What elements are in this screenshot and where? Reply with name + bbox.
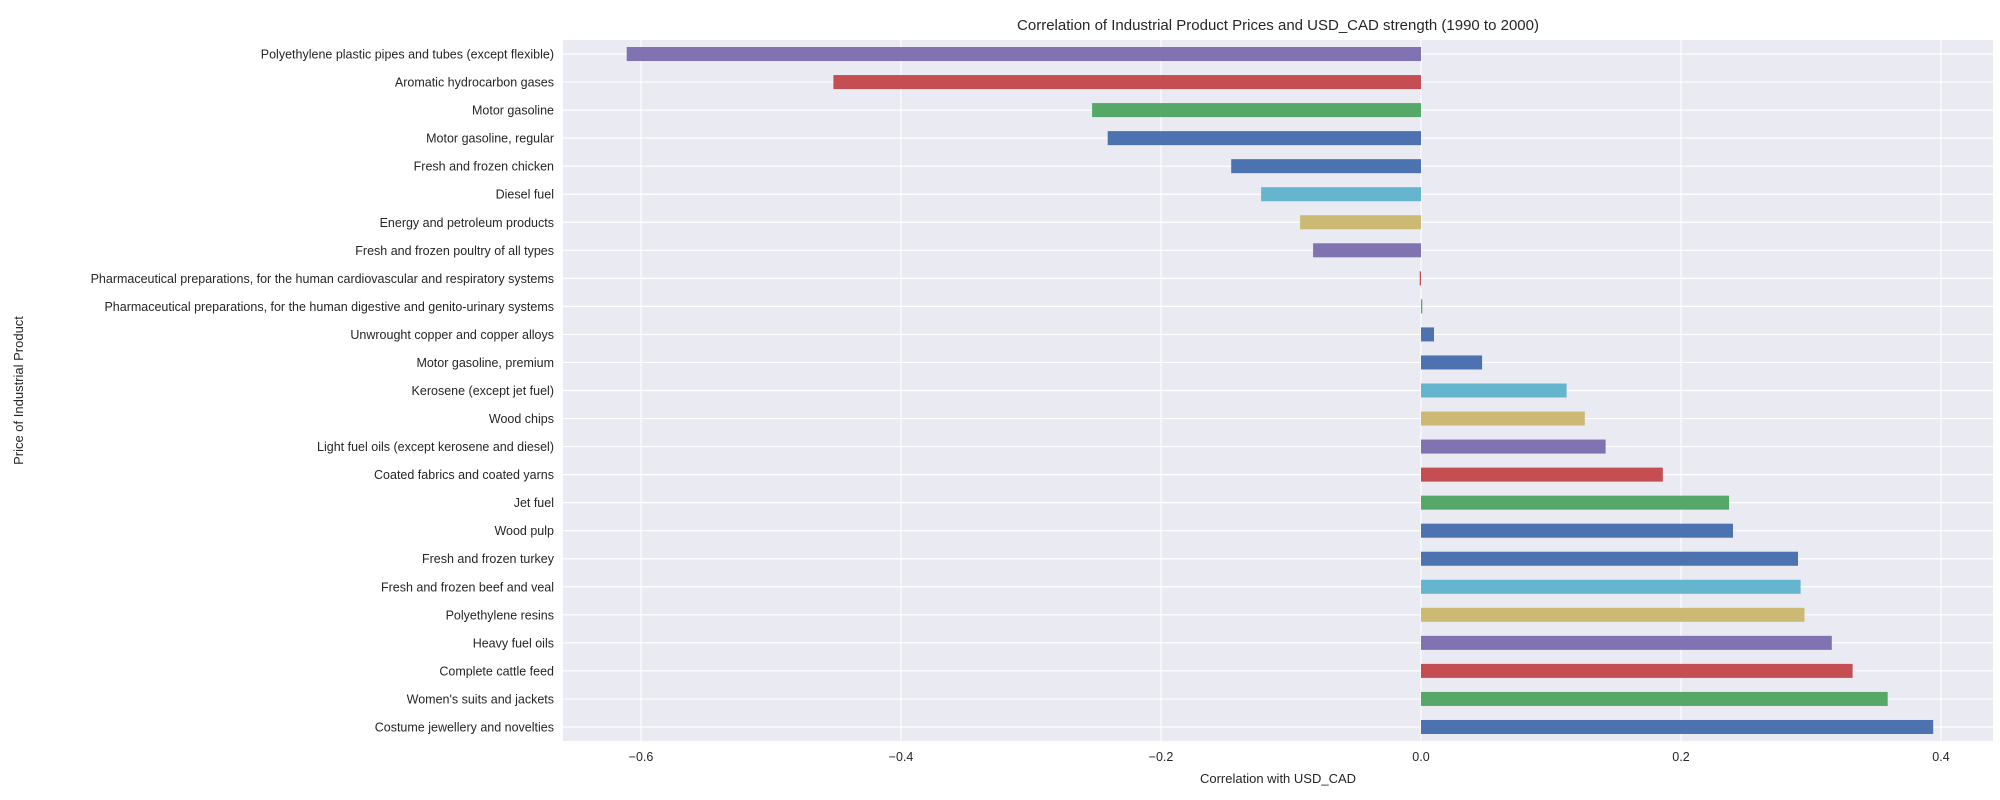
bar [1421, 467, 1663, 482]
y-tick-label: Polyethylene resins [446, 608, 554, 622]
bar [1421, 719, 1934, 734]
y-tick-label: Wood pulp [494, 524, 554, 538]
bar [1261, 187, 1421, 202]
y-tick-label: Jet fuel [514, 496, 554, 510]
y-tick-label: Kerosene (except jet fuel) [412, 384, 554, 398]
bar [1421, 607, 1805, 622]
bar [626, 47, 1421, 62]
y-axis-label: Price of Industrial Product [11, 316, 26, 465]
x-tick-label: −0.6 [629, 750, 654, 764]
bar [1421, 691, 1888, 706]
y-tick-label: Energy and petroleum products [380, 216, 554, 230]
y-tick-label: Fresh and frozen beef and veal [381, 580, 554, 594]
bar [1421, 355, 1483, 370]
y-tick-label: Unwrought copper and copper alloys [350, 328, 554, 342]
y-tick-label: Fresh and frozen poultry of all types [355, 244, 554, 258]
y-tick-label: Motor gasoline, regular [426, 132, 554, 146]
x-tick-label: 0.4 [1932, 750, 1949, 764]
y-tick-labels: Polyethylene plastic pipes and tubes (ex… [91, 48, 555, 735]
bar [1421, 523, 1733, 538]
bar [833, 75, 1421, 90]
bar [1421, 663, 1853, 678]
y-tick-label: Wood chips [489, 412, 554, 426]
bar [1421, 411, 1585, 426]
x-tick-label: −0.2 [1149, 750, 1174, 764]
x-tick-label: −0.4 [889, 750, 914, 764]
bar [1421, 299, 1423, 314]
y-tick-label: Fresh and frozen turkey [422, 552, 555, 566]
y-tick-label: Fresh and frozen chicken [414, 160, 554, 174]
x-tick-label: 0.2 [1672, 750, 1689, 764]
y-tick-label: Complete cattle feed [439, 664, 554, 678]
bar [1421, 635, 1832, 650]
y-tick-label: Costume jewellery and novelties [375, 720, 554, 734]
y-tick-label: Heavy fuel oils [473, 636, 554, 650]
y-tick-label: Diesel fuel [496, 188, 554, 202]
bar [1421, 439, 1606, 454]
bar [1300, 215, 1421, 230]
bar [1231, 159, 1421, 174]
x-tick-labels: −0.6 −0.4 −0.2 0.0 0.2 0.4 [629, 750, 1950, 764]
bar [1421, 383, 1567, 398]
bar [1421, 579, 1801, 594]
y-tick-label: Light fuel oils (except kerosene and die… [317, 440, 554, 454]
bar [1313, 243, 1421, 258]
y-tick-label: Motor gasoline, premium [416, 356, 554, 370]
bar [1421, 327, 1434, 342]
y-tick-label: Aromatic hydrocarbon gases [395, 76, 554, 90]
x-tick-label: 0.0 [1412, 750, 1429, 764]
y-tick-label: Women's suits and jackets [407, 692, 554, 706]
y-tick-label: Pharmaceutical preparations, for the hum… [104, 300, 554, 314]
bar [1107, 131, 1421, 146]
chart-title: Correlation of Industrial Product Prices… [1017, 17, 1539, 34]
bar [1092, 103, 1421, 118]
y-tick-label: Coated fabrics and coated yarns [374, 468, 554, 482]
bar [1421, 551, 1798, 566]
y-tick-label: Pharmaceutical preparations, for the hum… [91, 272, 554, 286]
y-tick-label: Motor gasoline [472, 104, 554, 118]
bar [1419, 271, 1421, 286]
bars [626, 47, 1934, 734]
x-axis-label: Correlation with USD_CAD [1200, 771, 1356, 786]
bar [1421, 495, 1730, 510]
y-tick-label: Polyethylene plastic pipes and tubes (ex… [261, 48, 554, 62]
